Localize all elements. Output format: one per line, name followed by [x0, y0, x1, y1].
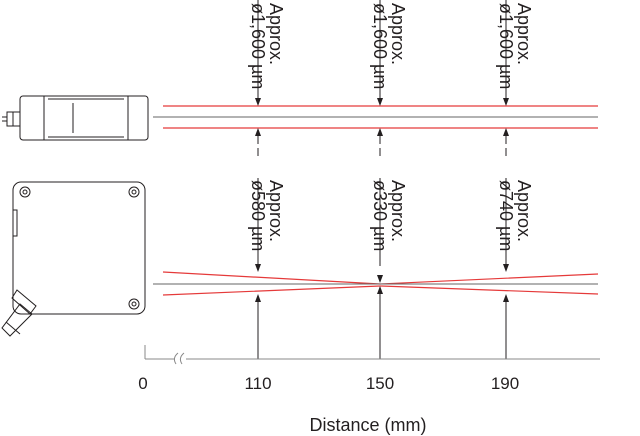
- arrow-top-up-190: [503, 128, 509, 136]
- top-annotation-110-line2: ø1,600 µm: [248, 3, 268, 89]
- arrow-bottom-down-150: [377, 275, 383, 283]
- arrow-top-down-110: [255, 98, 261, 106]
- bottom-annotation-110-line1: Approx.: [266, 180, 286, 242]
- top-annotation-190-line1: Approx.: [514, 3, 534, 65]
- top-beam: [153, 105, 598, 129]
- bottom-annotation-150-line1: Approx.: [388, 180, 408, 242]
- tick-label-150: 150: [366, 374, 394, 393]
- top-annotation-110-line1: Approx.: [266, 3, 286, 65]
- top-annotation-150-line1: Approx.: [388, 3, 408, 65]
- arrow-bottom-down-190: [503, 264, 509, 272]
- tick-label-190: 190: [491, 374, 519, 393]
- distance-axis: 0 110 150 190 Distance (mm): [138, 345, 600, 435]
- tick-label-110: 110: [244, 374, 271, 393]
- arrow-top-down-190: [503, 98, 509, 106]
- top-sensor: [2, 95, 149, 141]
- axis-title: Distance (mm): [309, 415, 426, 435]
- bottom-annotation-190-line2: ø740 µm: [496, 180, 516, 251]
- arrow-bottom-up-190: [503, 294, 509, 302]
- arrow-bottom-up-110: [255, 294, 261, 302]
- arrow-bottom-down-110: [255, 264, 261, 272]
- bottom-annotation-110-line2: ø580 µm: [248, 180, 268, 251]
- bottom-annotations: Approx. ø580 µm Approx. ø330 µm Approx. …: [248, 180, 534, 251]
- arrow-top-up-150: [377, 128, 383, 136]
- bottom-annotation-190-line1: Approx.: [514, 180, 534, 242]
- bottom-beam: [153, 271, 599, 296]
- axis-break: [173, 352, 185, 365]
- top-annotation-150-line2: ø1,600 µm: [370, 3, 390, 89]
- bottom-annotation-150-line2: ø330 µm: [370, 180, 390, 251]
- distance-markers: [255, 0, 509, 359]
- arrow-top-up-110: [255, 128, 261, 136]
- tick-label-0: 0: [138, 374, 147, 393]
- bottom-sensor: [1, 181, 146, 337]
- top-annotations: Approx. ø1,600 µm Approx. ø1,600 µm Appr…: [248, 3, 534, 89]
- arrow-bottom-up-150: [377, 286, 383, 294]
- arrow-top-down-150: [377, 98, 383, 106]
- top-annotation-190-line2: ø1,600 µm: [496, 3, 516, 89]
